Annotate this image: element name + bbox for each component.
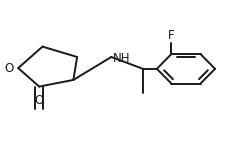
Text: F: F xyxy=(167,29,174,42)
Text: O: O xyxy=(4,62,14,75)
Text: NH: NH xyxy=(112,52,130,65)
Text: O: O xyxy=(34,94,43,107)
